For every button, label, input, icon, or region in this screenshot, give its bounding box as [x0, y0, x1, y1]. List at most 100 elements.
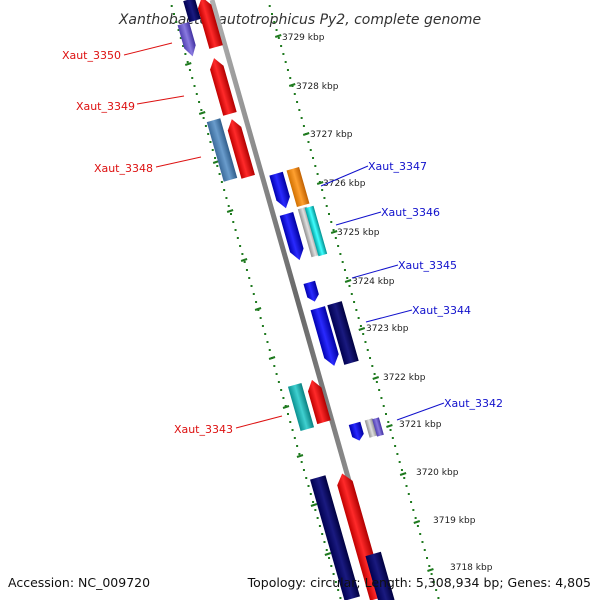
- minor-tick: [309, 149, 312, 151]
- gene-label-xaut-3343[interactable]: Xaut_3343: [174, 423, 233, 436]
- gene-label-xaut-3346[interactable]: Xaut_3346: [381, 206, 440, 219]
- minor-tick: [350, 293, 353, 295]
- minor-tick: [384, 413, 387, 415]
- genome-summary-text: Topology: circular; Length: 5,308,934 bp…: [247, 575, 591, 590]
- minor-tick: [407, 493, 410, 495]
- gene-label-xaut-3348[interactable]: Xaut_3348: [94, 162, 153, 175]
- major-tick: [240, 258, 248, 262]
- minor-tick: [419, 533, 422, 535]
- kbp-label: 3723 kbp: [366, 324, 409, 334]
- minor-tick: [362, 333, 365, 335]
- gene-arrow: [303, 280, 319, 302]
- minor-tick: [273, 21, 276, 23]
- gene-arrow: [177, 22, 196, 57]
- major-tick: [344, 279, 352, 283]
- minor-tick: [227, 205, 230, 207]
- kbp-labels: 3729 kbp 3728 kbp 3727 kbp 3726 kbp 3725…: [282, 33, 493, 573]
- minor-tick: [236, 237, 239, 239]
- minor-tick: [232, 221, 235, 223]
- minor-tick: [300, 117, 303, 119]
- minor-tick: [337, 245, 340, 247]
- minor-tick: [369, 357, 372, 359]
- minor-tick: [316, 173, 319, 175]
- gene-label-xaut-3344[interactable]: Xaut_3344: [412, 304, 471, 317]
- minor-tick: [277, 37, 280, 39]
- minor-tick: [223, 189, 226, 191]
- minor-tick: [268, 5, 271, 7]
- gene-arrow: [210, 58, 237, 116]
- kbp-label: 3721 kbp: [399, 420, 442, 430]
- major-tick: [302, 132, 310, 136]
- leader-line: [335, 211, 382, 226]
- minor-tick: [341, 261, 344, 263]
- minor-tick: [435, 589, 438, 591]
- major-tick: [386, 424, 393, 428]
- minor-tick: [172, 13, 175, 15]
- gene-label-xaut-3345[interactable]: Xaut_3345: [398, 259, 457, 272]
- minor-tick: [305, 477, 308, 479]
- minor-tick: [277, 381, 280, 383]
- minor-tick: [382, 405, 385, 407]
- major-tick: [413, 520, 421, 524]
- minor-tick: [257, 309, 260, 311]
- kbp-label: 3724 kbp: [352, 277, 395, 287]
- leader-line: [365, 309, 413, 323]
- minor-tick: [366, 349, 369, 351]
- right-gene-labels: Xaut_3347 Xaut_3346 Xaut_3345 Xaut_3344 …: [320, 160, 503, 421]
- gene-arrow: [206, 118, 238, 182]
- minor-tick: [198, 101, 201, 103]
- minor-tick: [241, 253, 244, 255]
- minor-tick: [359, 325, 362, 327]
- gene-arrow: [297, 206, 321, 258]
- minor-tick: [259, 317, 262, 319]
- minor-tick: [321, 533, 324, 535]
- minor-tick: [371, 365, 374, 367]
- gene-label-xaut-3342[interactable]: Xaut_3342: [444, 397, 503, 410]
- minor-tick: [394, 445, 397, 447]
- gene-arrow: [327, 301, 359, 365]
- minor-tick: [291, 429, 294, 431]
- minor-tick: [209, 141, 212, 143]
- minor-tick: [432, 581, 435, 583]
- leader-line: [136, 95, 185, 105]
- major-tick: [316, 181, 324, 185]
- gene-arrow: [279, 212, 304, 261]
- minor-tick: [373, 373, 376, 375]
- major-tick: [254, 307, 262, 311]
- minor-tick: [216, 165, 219, 167]
- kbp-label: 3725 kbp: [337, 228, 380, 238]
- gene-label-xaut-3350[interactable]: Xaut_3350: [62, 49, 121, 62]
- minor-tick: [332, 573, 335, 575]
- minor-tick: [234, 229, 237, 231]
- minor-tick: [414, 517, 417, 519]
- minor-tick: [175, 21, 178, 23]
- minor-tick: [273, 365, 276, 367]
- map-title: Xanthobacter autotrophicus Py2, complete…: [118, 12, 481, 28]
- minor-tick: [405, 485, 408, 487]
- leader-line: [155, 156, 202, 168]
- minor-tick: [430, 573, 433, 575]
- gene-arrow: [304, 205, 328, 257]
- minor-tick: [375, 381, 378, 383]
- minor-tick: [346, 277, 349, 279]
- major-tick: [274, 34, 282, 38]
- minor-tick: [327, 213, 330, 215]
- major-tick: [330, 230, 338, 234]
- gene-arrow: [287, 382, 315, 432]
- major-tick: [296, 454, 304, 458]
- gene-label-xaut-3347[interactable]: Xaut_3347: [368, 160, 427, 173]
- minor-tick: [330, 565, 333, 567]
- minor-tick: [355, 309, 358, 311]
- minor-tick: [302, 125, 305, 127]
- gene-label-xaut-3349[interactable]: Xaut_3349: [76, 100, 135, 113]
- minor-tick: [170, 5, 173, 7]
- major-tick: [282, 405, 290, 409]
- minor-tick: [261, 325, 264, 327]
- minor-tick: [423, 549, 426, 551]
- minor-tick: [207, 133, 210, 135]
- minor-tick: [421, 541, 424, 543]
- minor-tick: [282, 53, 285, 55]
- minor-tick: [334, 237, 337, 239]
- minor-tick: [266, 341, 269, 343]
